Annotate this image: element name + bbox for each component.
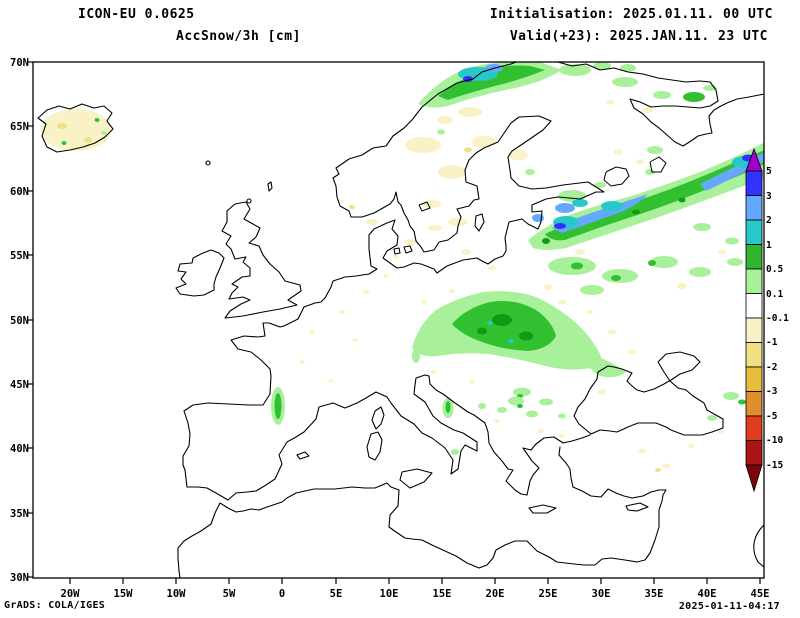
lon-axis-labels: 20W 15W 10W 5W 0 5E 10E 15E 20E 25E 30E … (61, 588, 770, 600)
lon-label: 15W (114, 588, 134, 600)
lon-label: 20E (486, 588, 505, 600)
colorbar-label: 0.5 (766, 264, 783, 275)
colorbar-label: 0.1 (766, 289, 783, 300)
island-zealand (403, 245, 413, 254)
colorbar-segment (745, 219, 763, 245)
valid-time: Valid(+23): 2025.JAN.11. 23 UTC (509, 29, 768, 44)
island-sardinia (366, 431, 383, 461)
lat-ticks (27, 61, 33, 578)
island-sicily (399, 468, 433, 489)
island-gotland (474, 213, 485, 232)
colorbar-label: -1 (766, 337, 778, 348)
lat-label: 70N (10, 57, 29, 69)
colorbar-segment (745, 195, 763, 221)
lat-label: 40N (10, 443, 29, 455)
lon-label: 30E (592, 588, 611, 600)
colorbar-label: -2 (766, 362, 777, 373)
colorbar-segment (745, 317, 763, 343)
coastline-ireland (175, 249, 225, 297)
lake-ladoga (603, 166, 630, 187)
island-corsica (371, 406, 385, 430)
lat-label: 60N (10, 186, 29, 198)
lon-label: 25E (539, 588, 558, 600)
coastlines (37, 62, 764, 578)
lat-label: 35N (10, 508, 29, 520)
colorbar: 5 3 2 1 0.5 0.1 -0.1 -1 -2 -3 -5 -10 -15 (745, 147, 789, 493)
island-shetland (267, 181, 273, 192)
lon-label: 10W (167, 588, 187, 600)
coastline-great-britain (221, 201, 302, 319)
lat-axis-labels: 70N 65N 60N 55N 50N 45N 40N 35N 30N (10, 57, 29, 584)
lon-label: 35E (645, 588, 664, 600)
lon-label: 20W (61, 588, 81, 600)
coastline-mainland-europe (182, 62, 605, 501)
lat-label: 30N (10, 572, 29, 584)
colorbar-segment (745, 293, 763, 319)
lake-onega (649, 156, 667, 173)
coastline-iceland (37, 103, 114, 153)
lat-label: 50N (10, 315, 29, 327)
colorbar-segment (745, 440, 763, 466)
lat-label: 55N (10, 250, 29, 262)
lat-label: 45N (10, 379, 29, 391)
coastline-kola-white-sea (557, 62, 764, 147)
lake-vanern (418, 201, 431, 212)
lon-label: 10E (380, 588, 399, 600)
island-orkney (246, 198, 252, 204)
coastline-black-sea (573, 351, 724, 436)
colorbar-label: -0.1 (766, 313, 789, 324)
colorbar-segment (745, 342, 763, 368)
colorbar-labels: 5 3 2 1 0.5 0.1 -0.1 -1 -2 -3 -5 -10 -15 (766, 166, 789, 471)
model-title: ICON-EU 0.0625 (78, 7, 195, 22)
colorbar-label: 1 (766, 240, 772, 251)
coastline-caspian-corner (753, 524, 764, 568)
variable-title: AccSnow/3h [cm] (176, 29, 301, 44)
colorbar-segment (745, 391, 763, 417)
colorbar-segment (745, 268, 763, 294)
lon-label: 45E (751, 588, 770, 600)
colorbar-label: 3 (766, 191, 772, 202)
island-funen (393, 247, 401, 255)
colorbar-label: -3 (766, 386, 778, 397)
lon-label: 5E (330, 588, 343, 600)
colorbar-segment (745, 366, 763, 392)
init-time: Initialisation: 2025.01.11. 00 UTC (489, 7, 773, 22)
grads-credit: GrADS: COLA/IGES (4, 600, 106, 611)
coastline-mediterranean-north (227, 374, 591, 501)
island-faroe (205, 160, 211, 166)
lon-label: 15E (433, 588, 452, 600)
island-crete (528, 504, 557, 514)
coastline-aegean-levant-africa (177, 446, 667, 578)
colorbar-bottom-arrow (745, 464, 763, 493)
island-cyprus (625, 502, 649, 512)
lon-ticks (69, 578, 761, 584)
colorbar-segment (745, 244, 763, 270)
lat-label: 65N (10, 121, 29, 133)
colorbar-label: 2 (766, 215, 772, 226)
map-frame-group (27, 61, 765, 584)
lon-label: 40E (698, 588, 717, 600)
colorbar-segment (745, 415, 763, 441)
colorbar-segment (745, 170, 763, 196)
generation-timestamp: 2025-01-11-04:17 (678, 601, 780, 612)
island-mallorca (296, 451, 310, 460)
lon-label: 5W (223, 588, 236, 600)
colorbar-label: -5 (766, 411, 778, 422)
colorbar-label: -15 (766, 460, 783, 471)
colorbar-label: -10 (766, 435, 783, 446)
colorbar-label: 5 (766, 166, 772, 177)
lon-label: 0 (279, 588, 285, 600)
